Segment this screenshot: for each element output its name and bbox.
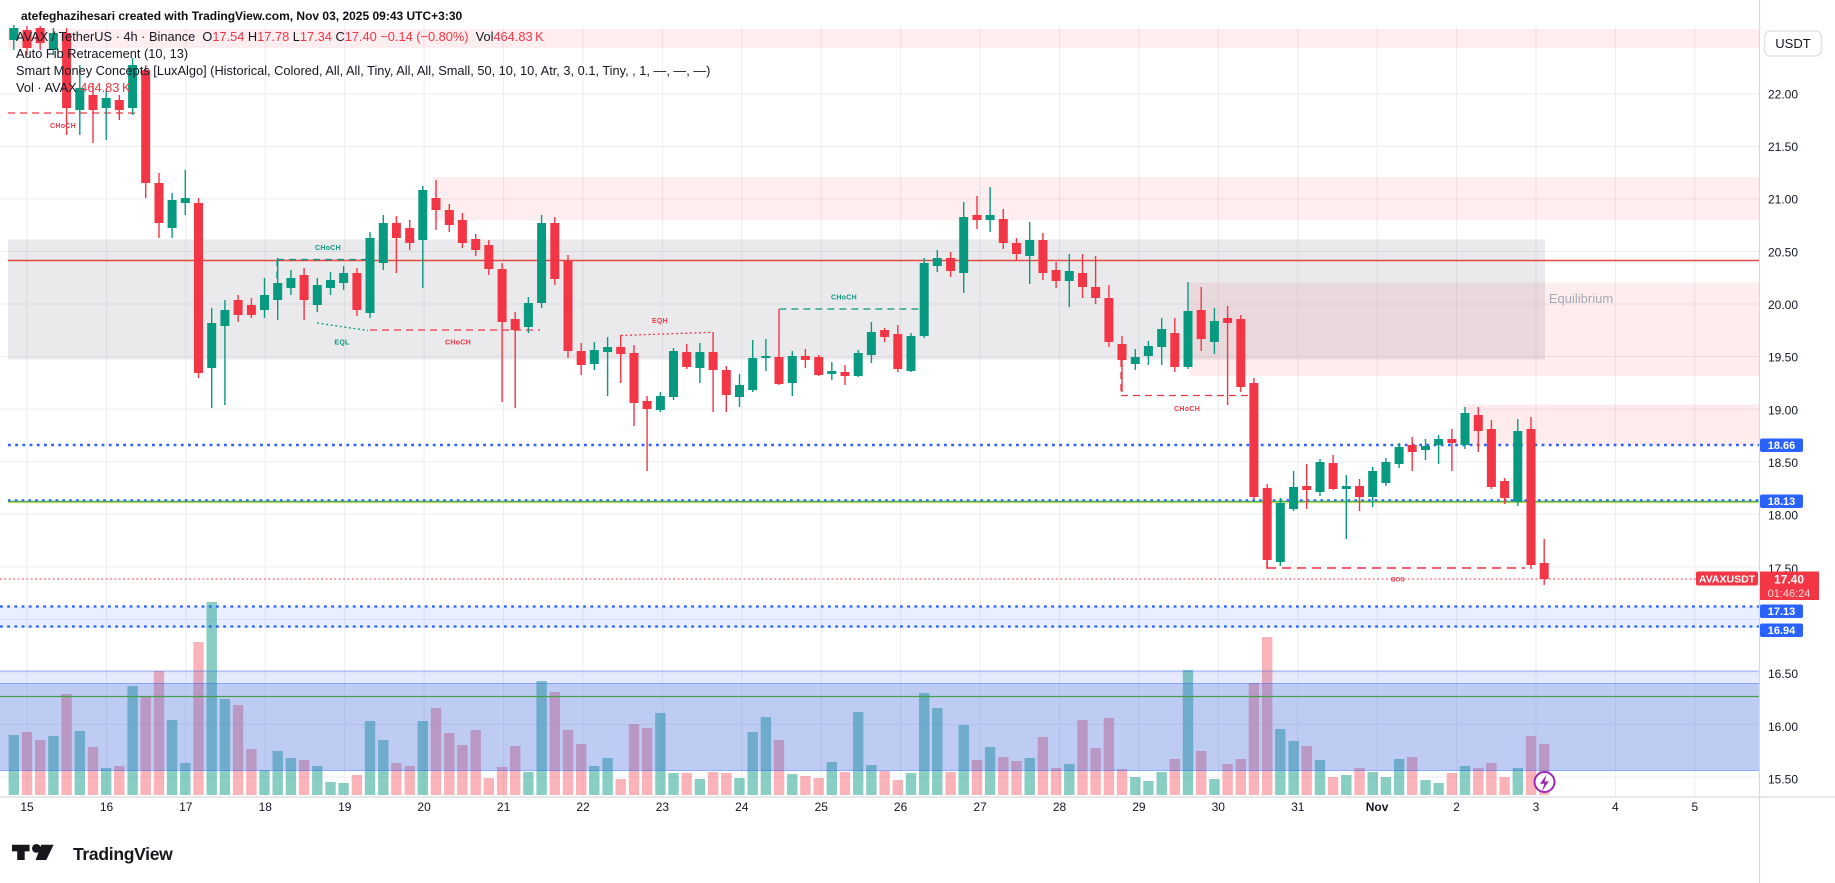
svg-text:18.13: 18.13 [1768, 496, 1796, 508]
svg-text:18.50: 18.50 [1768, 456, 1798, 470]
svg-text:EQL: EQL [334, 340, 350, 347]
svg-text:17.13: 17.13 [1768, 606, 1796, 618]
svg-text:21.50: 21.50 [1768, 140, 1798, 154]
svg-text:16: 16 [100, 800, 114, 814]
svg-text:CHoCH: CHoCH [831, 295, 857, 302]
svg-text:17: 17 [179, 800, 193, 814]
svg-text:5: 5 [1691, 800, 1698, 814]
svg-text:22.00: 22.00 [1768, 87, 1798, 101]
svg-text:TradingView: TradingView [73, 844, 173, 864]
svg-text:USDT: USDT [1775, 36, 1810, 51]
svg-text:CHoCH: CHoCH [445, 340, 471, 347]
svg-text:20.00: 20.00 [1768, 298, 1798, 312]
svg-text:18.66: 18.66 [1768, 440, 1796, 452]
svg-text:15: 15 [20, 800, 34, 814]
svg-text:31: 31 [1291, 800, 1305, 814]
svg-text:AVAX / TetherUS · 4h · Binance: AVAX / TetherUS · 4h · Binance O17.54 H1… [16, 29, 544, 44]
svg-text:2: 2 [1453, 800, 1460, 814]
svg-text:24: 24 [735, 800, 749, 814]
svg-text:19.50: 19.50 [1768, 351, 1798, 365]
svg-text:21: 21 [497, 800, 511, 814]
svg-text:16.94: 16.94 [1768, 625, 1796, 637]
svg-text:18.00: 18.00 [1768, 509, 1798, 523]
svg-text:22: 22 [576, 800, 590, 814]
svg-text:26: 26 [894, 800, 908, 814]
svg-text:atefeghazihesari created with: atefeghazihesari created with TradingVie… [21, 9, 463, 23]
svg-text:Equilibrium: Equilibrium [1549, 291, 1613, 306]
svg-text:23: 23 [656, 800, 670, 814]
svg-text:19: 19 [338, 800, 352, 814]
svg-text:15.50: 15.50 [1768, 772, 1798, 786]
svg-text:Vol · AVAX 464.83 K: Vol · AVAX 464.83 K [16, 80, 131, 95]
svg-text:3: 3 [1533, 800, 1540, 814]
svg-text:CHoCH: CHoCH [315, 245, 341, 252]
svg-text:20: 20 [417, 800, 431, 814]
svg-text:19.00: 19.00 [1768, 403, 1798, 417]
svg-text:17.40: 17.40 [1774, 573, 1804, 587]
svg-text:20.50: 20.50 [1768, 245, 1798, 259]
svg-text:AVAXUSDT: AVAXUSDT [1699, 573, 1756, 585]
svg-text:18: 18 [259, 800, 273, 814]
svg-text:16.50: 16.50 [1768, 667, 1798, 681]
svg-text:CHoCH: CHoCH [50, 123, 76, 130]
svg-text:Auto Fib Retracement (10, 13): Auto Fib Retracement (10, 13) [16, 46, 188, 61]
svg-text:EQH: EQH [652, 318, 668, 325]
svg-text:Smart Money Concepts [LuxAlgo]: Smart Money Concepts [LuxAlgo] (Historic… [16, 63, 710, 78]
svg-text:CHoCH: CHoCH [1174, 406, 1200, 413]
svg-text:27: 27 [973, 800, 987, 814]
svg-text:BOS: BOS [1391, 578, 1405, 584]
svg-text:4: 4 [1612, 800, 1619, 814]
svg-text:25: 25 [815, 800, 829, 814]
svg-text:28: 28 [1053, 800, 1067, 814]
svg-text:29: 29 [1132, 800, 1146, 814]
svg-text:Nov: Nov [1366, 800, 1389, 814]
svg-text:01:46:24: 01:46:24 [1768, 588, 1811, 600]
svg-text:30: 30 [1212, 800, 1226, 814]
svg-text:16.00: 16.00 [1768, 720, 1798, 734]
svg-text:21.00: 21.00 [1768, 193, 1798, 207]
